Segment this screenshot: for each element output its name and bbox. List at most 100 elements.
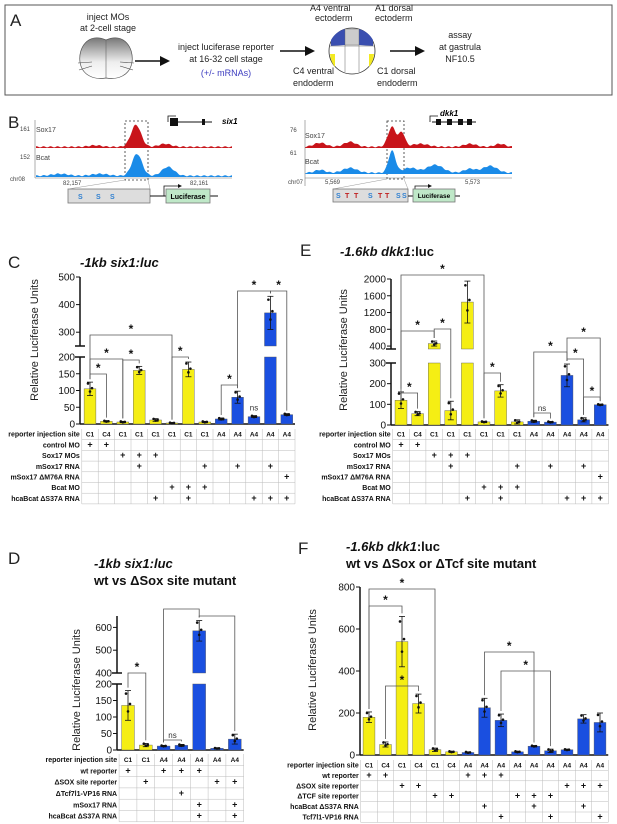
plus-cell: +: [366, 770, 371, 780]
plus-cell: +: [197, 811, 202, 821]
significance-bracket: [400, 388, 418, 409]
significance-bracket: [483, 372, 501, 419]
site-cell: C1: [124, 757, 133, 764]
data-point: [582, 719, 585, 722]
data-point: [162, 745, 165, 748]
data-point: [466, 309, 469, 312]
panel-a-frame: [4, 4, 613, 96]
data-point: [269, 318, 272, 321]
data-point: [400, 650, 404, 653]
data-point: [103, 419, 106, 423]
y-axis-label: Relative Luciferase Units: [307, 609, 319, 731]
data-point: [551, 749, 554, 752]
data-point: [285, 413, 289, 417]
y-tick-label: 400: [58, 300, 75, 311]
significance-label: *: [400, 576, 405, 590]
bar: [264, 356, 277, 425]
significance-label: ns: [168, 731, 176, 740]
chrom-label: chr07: [288, 180, 304, 186]
y-axis-label: Relative Luciferase Units: [338, 289, 350, 411]
bar: [594, 404, 607, 426]
site-cell: C4: [414, 762, 423, 769]
plus-cell: +: [482, 801, 487, 811]
bar: [192, 683, 206, 751]
plus-cell: +: [197, 799, 202, 809]
site-s: S: [96, 194, 101, 201]
data-point: [534, 744, 538, 748]
data-point: [128, 702, 132, 706]
y-tick-label: 1600: [364, 291, 387, 302]
significance-label: *: [581, 325, 586, 339]
panel-letter: E: [300, 241, 311, 260]
data-point: [180, 744, 183, 748]
data-point: [468, 298, 471, 302]
plus-cell: +: [232, 777, 237, 787]
coord-left: 82,157: [63, 181, 82, 187]
table-row-label: Bcat MO: [362, 485, 391, 492]
plus-cell: +: [120, 450, 125, 460]
plus-cell: +: [564, 780, 569, 790]
plus-cell: +: [465, 770, 470, 780]
table-row-label: wt reporter: [321, 773, 359, 780]
significance-bracket: [198, 615, 236, 732]
data-point: [547, 420, 550, 423]
data-point: [170, 421, 174, 425]
track1-max: 161: [20, 127, 31, 133]
data-point: [156, 418, 159, 422]
data-point: [464, 283, 467, 287]
data-point: [435, 748, 439, 751]
data-point: [584, 418, 587, 421]
significance-label: *: [276, 278, 281, 292]
plus-cell: +: [581, 461, 586, 471]
y-tick-label: 400: [95, 669, 112, 680]
y-tick-label: 400: [338, 667, 355, 678]
data-point: [287, 413, 291, 416]
data-point: [452, 750, 455, 754]
title-italic: -1kb six1:luc: [80, 255, 160, 270]
data-point: [547, 748, 550, 751]
data-point: [401, 398, 405, 401]
arrow-icon: [135, 56, 170, 66]
significance-bracket: [566, 337, 601, 402]
luciferase-box: [412, 188, 456, 203]
data-point: [250, 414, 254, 418]
site-cell: A4: [231, 757, 240, 764]
site-s: S: [78, 194, 83, 201]
significance-bracket: [270, 290, 288, 411]
plus-cell: +: [415, 439, 420, 449]
data-point: [213, 746, 217, 750]
data-point: [382, 741, 385, 744]
data-point: [532, 420, 536, 423]
data-point: [563, 747, 567, 751]
data-point: [86, 382, 90, 385]
chart-title: -1kb six1:luc: [94, 556, 174, 571]
data-point: [431, 747, 435, 750]
region-c4-line1: C4 ventral: [293, 66, 334, 76]
gene-label: dkk1: [440, 109, 459, 118]
plus-cell: +: [498, 482, 503, 492]
plus-cell: +: [416, 780, 421, 790]
data-point: [534, 419, 538, 423]
data-point: [551, 420, 554, 424]
table-row-label: control MO: [354, 442, 391, 449]
data-point: [434, 341, 438, 345]
track1-name: Sox17: [36, 127, 56, 134]
significance-label: *: [400, 673, 405, 687]
luciferase-label: Luciferase: [170, 194, 205, 201]
site-cell: C1: [168, 432, 177, 439]
site-cell: C1: [496, 432, 505, 439]
data-point: [205, 420, 209, 424]
site-cell: A4: [563, 762, 572, 769]
table-row-label: mSox17 RNA: [36, 464, 80, 471]
table-row-label: ΔSOX site reporter: [296, 783, 359, 790]
panel-letter: C: [8, 253, 20, 272]
table-row-label: mSox17 ΔM76A RNA: [10, 475, 79, 482]
plus-cell: +: [498, 811, 503, 821]
plus-cell: +: [399, 780, 404, 790]
site-cell: A4: [213, 757, 222, 764]
peak-highlight-box: [124, 120, 149, 181]
site-cell: A4: [159, 757, 168, 764]
plus-cell: +: [498, 770, 503, 780]
data-point: [238, 395, 241, 398]
data-point: [397, 392, 401, 395]
